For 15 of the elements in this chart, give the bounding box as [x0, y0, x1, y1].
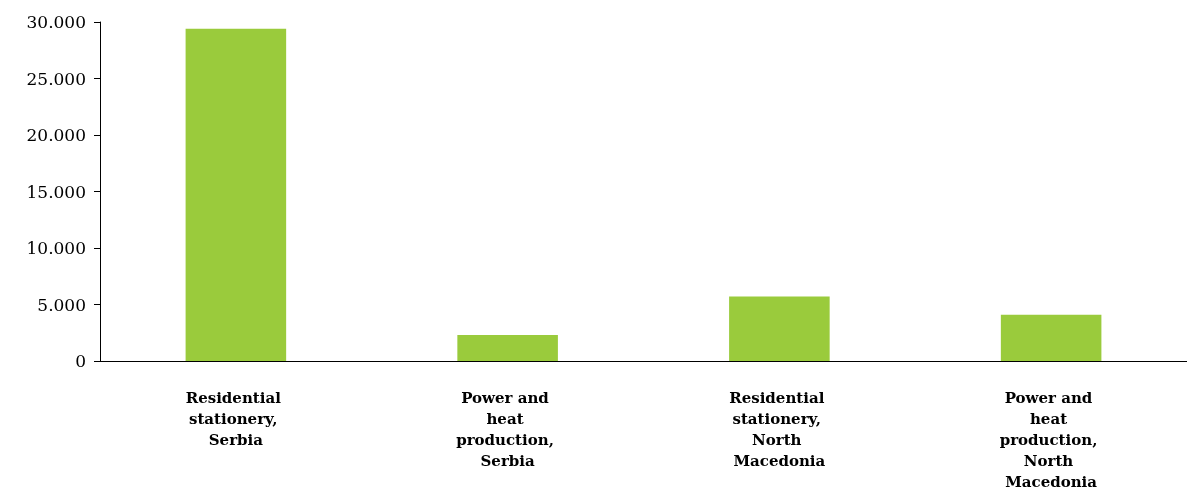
bar: [1000, 314, 1102, 361]
y-tick-label: 25.000: [26, 68, 86, 89]
y-tick-label: 0: [75, 351, 86, 371]
x-tick-label: Power and heat production, Serbia: [456, 388, 560, 470]
x-tick-label: Residential stationery, North Macedonia: [729, 388, 830, 470]
y-tick-label: 5.000: [37, 294, 86, 315]
y-tick-label: 15.000: [26, 181, 86, 202]
x-tick-label: Power and heat production, North Macedonia: [999, 388, 1103, 491]
bar: [729, 296, 830, 361]
y-tick-label: 20.000: [26, 125, 86, 145]
y-tick-label: 10.000: [26, 238, 86, 258]
y-tick-label: 30.000: [26, 12, 86, 32]
bar: [185, 28, 287, 361]
x-tick-label: Residential stationery, Serbia: [185, 388, 287, 449]
bar: [457, 335, 558, 361]
